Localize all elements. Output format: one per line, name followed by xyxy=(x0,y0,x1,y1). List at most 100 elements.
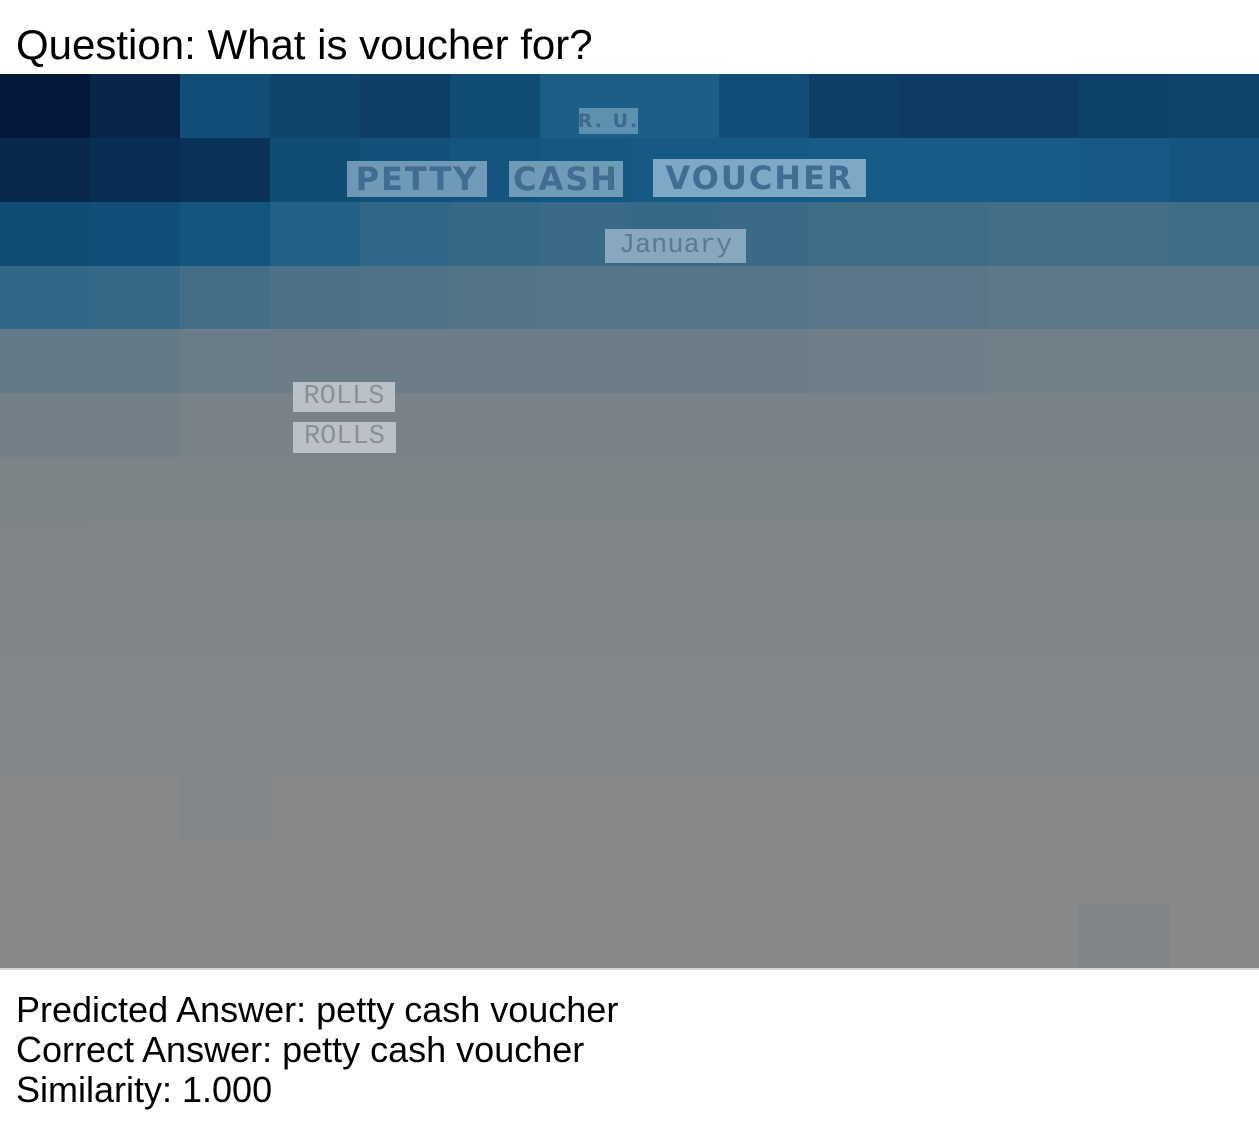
heatmap-cell xyxy=(449,648,540,713)
heatmap-cell xyxy=(539,584,630,649)
heatmap-cell xyxy=(0,521,90,585)
heatmap-cell xyxy=(539,521,630,585)
heatmap-cell xyxy=(1169,840,1259,905)
heatmap-cell xyxy=(1079,712,1170,777)
heatmap-cell xyxy=(719,521,810,585)
heatmap-cell xyxy=(539,329,630,394)
ocr-word-petty: PETTY xyxy=(347,161,487,197)
heatmap-cell xyxy=(0,904,90,968)
heatmap-cell xyxy=(629,840,720,905)
heatmap-cell xyxy=(1079,776,1170,841)
heatmap-cell xyxy=(89,329,180,394)
heatmap-cell xyxy=(629,457,720,521)
heatmap-cell xyxy=(1079,840,1170,905)
heatmap-cell xyxy=(269,712,360,777)
heatmap-cell xyxy=(1169,74,1259,138)
heatmap-cell xyxy=(269,265,360,330)
heatmap-cell xyxy=(629,521,720,585)
heatmap-cell xyxy=(989,521,1080,585)
heatmap-cell xyxy=(449,712,540,777)
heatmap-cell xyxy=(0,840,90,905)
heatmap-cell xyxy=(719,712,810,777)
heatmap-cell xyxy=(719,648,810,713)
ocr-word-rolls: ROLLS xyxy=(293,382,395,412)
heatmap-cell xyxy=(179,521,270,585)
heatmap-cell xyxy=(1079,521,1170,585)
heatmap-cell xyxy=(809,393,900,458)
heatmap-cell xyxy=(269,904,360,968)
heatmap-cell xyxy=(0,648,90,713)
heatmap-cell xyxy=(899,840,990,905)
heatmap-cell xyxy=(269,457,360,521)
heatmap-cell xyxy=(989,840,1080,905)
heatmap-cell xyxy=(989,776,1080,841)
question-text: Question: What is voucher for? xyxy=(16,21,593,68)
heatmap-cell xyxy=(1079,393,1170,458)
heatmap-cell xyxy=(1169,457,1259,521)
ocr-word-rolls: ROLLS xyxy=(293,422,396,453)
heatmap-cell xyxy=(719,74,810,138)
heatmap-cell xyxy=(629,393,720,458)
heatmap-cell xyxy=(719,584,810,649)
heatmap-cell xyxy=(899,265,990,330)
heatmap-cell xyxy=(719,840,810,905)
heatmap-cell xyxy=(359,712,450,777)
divider xyxy=(0,968,1259,970)
heatmap-cell xyxy=(179,265,270,330)
heatmap-cell xyxy=(89,840,180,905)
heatmap-cell xyxy=(719,393,810,458)
heatmap-cell xyxy=(179,776,270,841)
heatmap-cell xyxy=(449,840,540,905)
heatmap-cell xyxy=(989,265,1080,330)
heatmap-cell xyxy=(809,776,900,841)
heatmap-cell xyxy=(539,904,630,968)
heatmap-cell xyxy=(269,776,360,841)
heatmap-cell xyxy=(89,712,180,777)
heatmap-cell xyxy=(899,776,990,841)
heatmap-cell xyxy=(539,840,630,905)
heatmap-cell xyxy=(89,776,180,841)
heatmap-cell xyxy=(719,329,810,394)
heatmap-cell xyxy=(179,457,270,521)
heatmap-cell xyxy=(539,712,630,777)
heatmap-cell xyxy=(0,329,90,394)
heatmap-cell xyxy=(899,712,990,777)
heatmap-cell xyxy=(89,904,180,968)
heatmap-cell xyxy=(179,904,270,968)
heatmap-cell xyxy=(449,329,540,394)
heatmap-cell xyxy=(809,521,900,585)
heatmap-cell xyxy=(989,329,1080,394)
heatmap-cell xyxy=(179,712,270,777)
heatmap-cell xyxy=(359,840,450,905)
heatmap-cell xyxy=(89,74,180,138)
heatmap-cell xyxy=(359,201,450,266)
heatmap-cell xyxy=(0,74,90,138)
heatmap-cell xyxy=(449,776,540,841)
heatmap-cell xyxy=(809,840,900,905)
heatmap-cell xyxy=(449,201,540,266)
heatmap-cell xyxy=(89,521,180,585)
heatmap-cell xyxy=(449,521,540,585)
heatmap-cell xyxy=(1169,137,1259,202)
heatmap-cell xyxy=(899,74,990,138)
heatmap-cell xyxy=(899,393,990,458)
heatmap-cell xyxy=(1169,265,1259,330)
heatmap-cell xyxy=(1079,265,1170,330)
heatmap-cell xyxy=(989,712,1080,777)
heatmap-cell xyxy=(1169,776,1259,841)
heatmap-cell xyxy=(629,584,720,649)
heatmap-cell xyxy=(89,393,180,458)
heatmap-cell xyxy=(539,265,630,330)
heatmap-cell xyxy=(719,904,810,968)
heatmap-cell xyxy=(0,457,90,521)
heatmap-cell xyxy=(629,265,720,330)
heatmap-cell xyxy=(629,776,720,841)
heatmap-cell xyxy=(1169,329,1259,394)
heatmap-cell xyxy=(809,201,900,266)
heatmap-cell xyxy=(1169,521,1259,585)
predicted-answer: Predicted Answer: petty cash voucher xyxy=(16,989,619,1030)
heatmap-cell xyxy=(449,584,540,649)
heatmap-cell xyxy=(1169,648,1259,713)
heatmap-cell xyxy=(629,904,720,968)
attention-heatmap xyxy=(0,74,1259,968)
